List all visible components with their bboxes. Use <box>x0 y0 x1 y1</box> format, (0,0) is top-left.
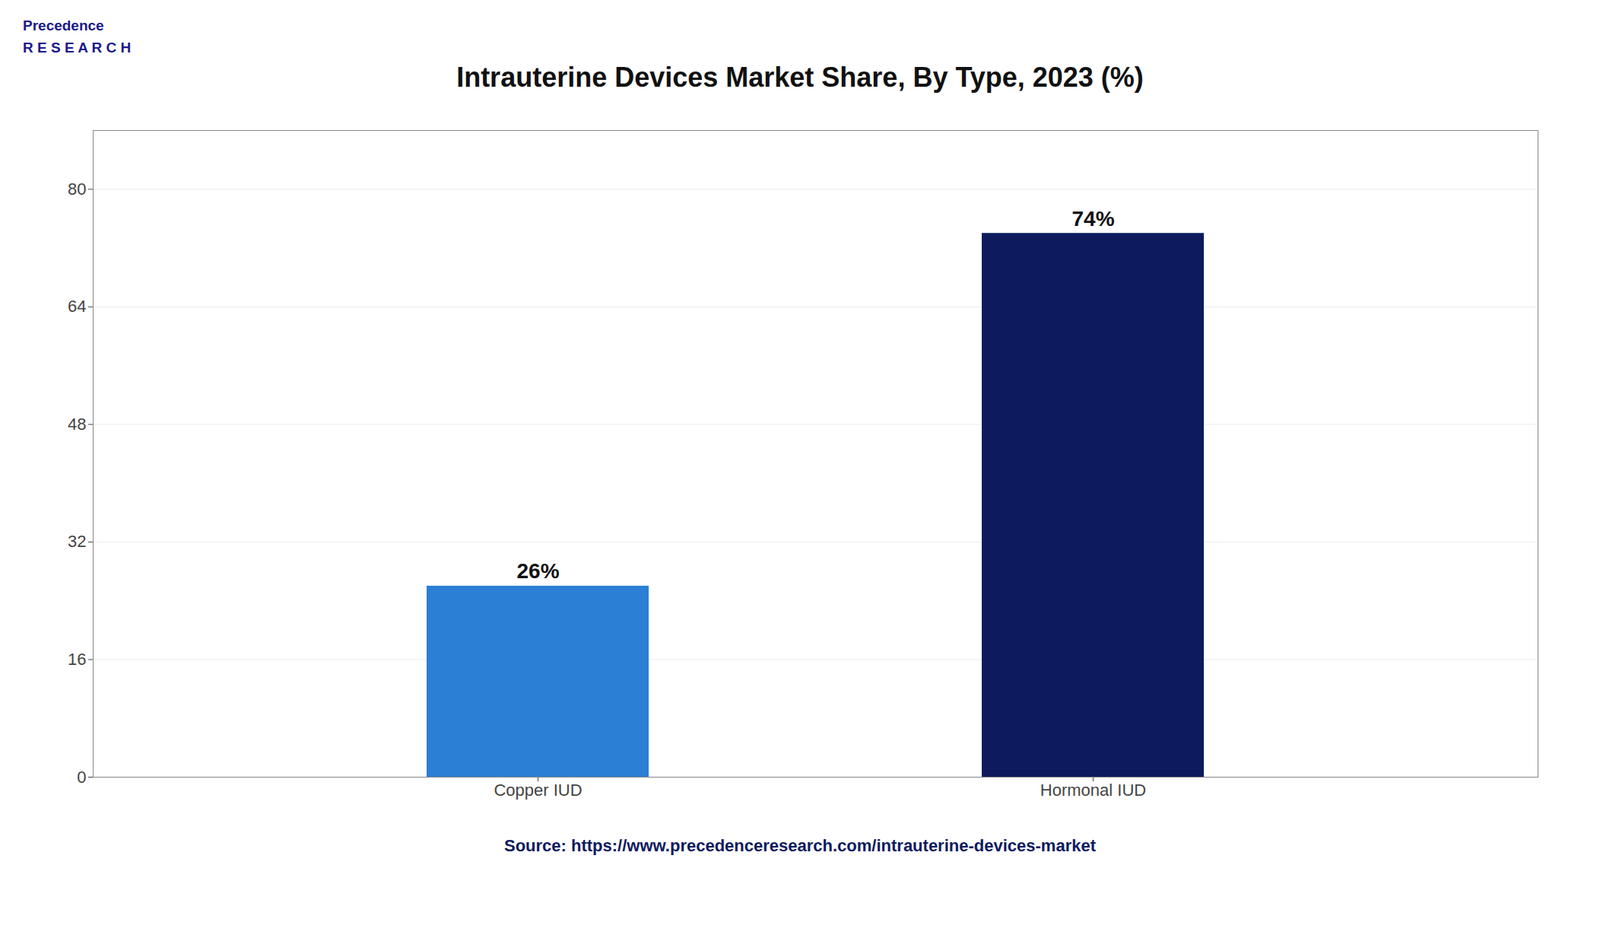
svg-text:16: 16 <box>67 649 86 669</box>
svg-text:80: 80 <box>67 179 86 199</box>
svg-text:Hormonal IUD: Hormonal IUD <box>1040 780 1147 800</box>
svg-text:48: 48 <box>67 414 86 434</box>
html-text:Source: https://www.precedence: Source: https://www.precedenceresearch.c… <box>504 835 1096 855</box>
svg-text:Copper IUD: Copper IUD <box>493 780 582 800</box>
svg-text:64: 64 <box>67 296 86 316</box>
svg-text:0: 0 <box>76 767 86 787</box>
svg-text:74%: 74% <box>1071 206 1115 231</box>
html-text:Precedence: Precedence <box>22 17 104 34</box>
svg-text:32: 32 <box>67 531 86 551</box>
html-text:Intrauterine Devices Market Sh: Intrauterine Devices Market Share, By Ty… <box>456 61 1144 93</box>
svg-text:26%: 26% <box>516 558 559 583</box>
html-text:R E S E A R C H: R E S E A R C H <box>22 39 131 56</box>
